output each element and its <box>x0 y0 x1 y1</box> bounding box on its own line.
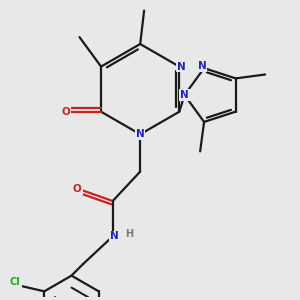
Text: N: N <box>180 90 189 100</box>
Text: N: N <box>136 129 145 139</box>
Text: Cl: Cl <box>10 277 20 286</box>
Text: O: O <box>61 107 70 117</box>
Text: O: O <box>73 184 82 194</box>
Text: H: H <box>125 230 133 239</box>
Text: N: N <box>198 61 206 71</box>
Text: N: N <box>110 231 119 242</box>
Text: N: N <box>177 61 186 72</box>
